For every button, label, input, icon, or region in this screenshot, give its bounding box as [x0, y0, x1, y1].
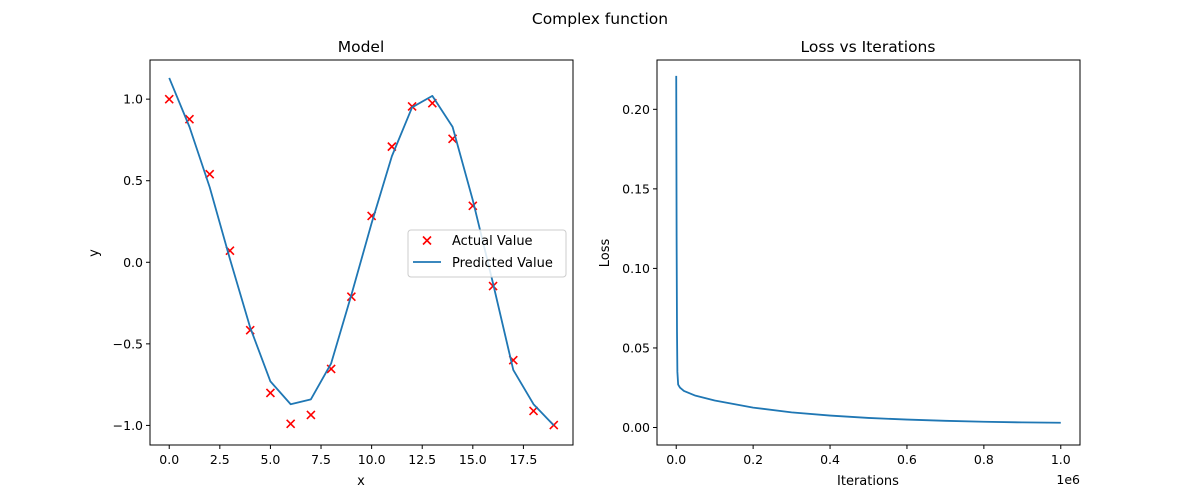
loss-y-axis-label: Loss	[598, 239, 613, 268]
loss-x-tick-label: 0.6	[897, 452, 917, 467]
model-x-tick-label: 10.0	[358, 452, 386, 467]
loss-x-tick-label: 0.4	[820, 452, 840, 467]
figure-suptitle: Complex function	[532, 10, 668, 28]
model-x-tick-label: 15.0	[459, 452, 487, 467]
model-data-point	[306, 410, 316, 420]
loss-x-tick-label: 0.0	[666, 452, 686, 467]
model-x-tick-label: 12.5	[408, 452, 436, 467]
legend-predicted-label: Predicted Value	[452, 256, 553, 271]
model-plot-frame	[149, 59, 574, 446]
model-data-point	[286, 419, 296, 429]
model-x-tick-label: 0.0	[159, 452, 179, 467]
loss-y-tick-label: 0.05	[622, 340, 650, 355]
model-y-tick-label: 1.0	[123, 92, 143, 107]
model-y-axis-label: y	[87, 249, 102, 257]
model-x-tick-label: 7.5	[311, 452, 331, 467]
loss-y-tick-label: 0.15	[622, 181, 650, 196]
model-legend: Actual Value Predicted Value	[407, 229, 567, 278]
model-x-tick-label: 17.5	[509, 452, 537, 467]
model-plot: Model x y 0.0 2.5 5.0 7.5 10.0 12.5 15.0 17.5 −1…	[87, 38, 574, 489]
loss-series-line	[675, 75, 1061, 424]
model-y-tick-label: 0.5	[123, 173, 143, 188]
loss-data	[675, 75, 1061, 424]
loss-ticks: 0.0 0.2 0.4 0.6 0.8 1.0 0.00 0.05 0.10 0.15 0.20	[622, 102, 1071, 467]
loss-x-tick-label: 1.0	[1051, 452, 1071, 467]
loss-y-tick-label: 0.10	[622, 261, 650, 276]
model-y-tick-label: −1.0	[113, 418, 143, 433]
model-ticks: 0.0 2.5 5.0 7.5 10.0 12.5 15.0 17.5 −1.0 −0.5 0.0 0…	[113, 92, 538, 467]
loss-plot-title: Loss vs Iterations	[801, 38, 936, 56]
model-y-tick-label: 0.0	[123, 255, 143, 270]
legend-actual-marker	[422, 235, 432, 246]
legend-actual-label: Actual Value	[452, 234, 533, 249]
loss-x-axis-label: Iterations	[837, 474, 899, 489]
loss-y-tick-label: 0.20	[622, 102, 650, 117]
model-x-tick-label: 2.5	[210, 452, 230, 467]
model-x-tick-label: 5.0	[260, 452, 280, 467]
model-data-point	[326, 364, 336, 374]
model-plot-title: Model	[338, 38, 385, 56]
model-x-axis-label: x	[357, 474, 365, 489]
loss-x-tick-label: 0.8	[974, 452, 994, 467]
loss-x-scale-label: 1e6	[1056, 472, 1080, 487]
model-y-tick-label: −0.5	[113, 336, 143, 351]
loss-plot-frame	[656, 59, 1081, 446]
model-data-point	[164, 94, 174, 104]
loss-x-tick-label: 0.2	[743, 452, 763, 467]
loss-plot: Loss vs Iterations Iterations Loss 1e6 0…	[598, 38, 1081, 489]
model-data-point	[265, 388, 275, 398]
legend-box	[407, 229, 567, 278]
loss-y-tick-label: 0.00	[622, 420, 650, 435]
